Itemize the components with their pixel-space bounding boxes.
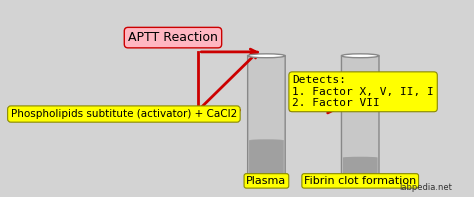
FancyBboxPatch shape <box>247 56 285 180</box>
FancyBboxPatch shape <box>341 56 379 180</box>
Text: APTT Reaction: APTT Reaction <box>128 31 218 44</box>
Ellipse shape <box>249 177 284 183</box>
Ellipse shape <box>341 177 379 184</box>
Ellipse shape <box>341 54 379 58</box>
Text: labpedia.net: labpedia.net <box>399 183 452 192</box>
FancyBboxPatch shape <box>343 158 378 180</box>
Ellipse shape <box>247 177 285 184</box>
Text: Plasma: Plasma <box>246 176 287 186</box>
Text: Phospholipids subtitute (activator) + CaCl2: Phospholipids subtitute (activator) + Ca… <box>11 109 237 119</box>
Ellipse shape <box>343 157 378 159</box>
Ellipse shape <box>343 177 378 183</box>
Ellipse shape <box>249 139 284 141</box>
FancyBboxPatch shape <box>249 140 284 180</box>
Ellipse shape <box>247 54 285 58</box>
Text: Detects:
1. Factor X, V, II, I
2. Factor VII: Detects: 1. Factor X, V, II, I 2. Factor… <box>292 75 434 108</box>
Text: Fibrin clot formation: Fibrin clot formation <box>304 176 416 186</box>
